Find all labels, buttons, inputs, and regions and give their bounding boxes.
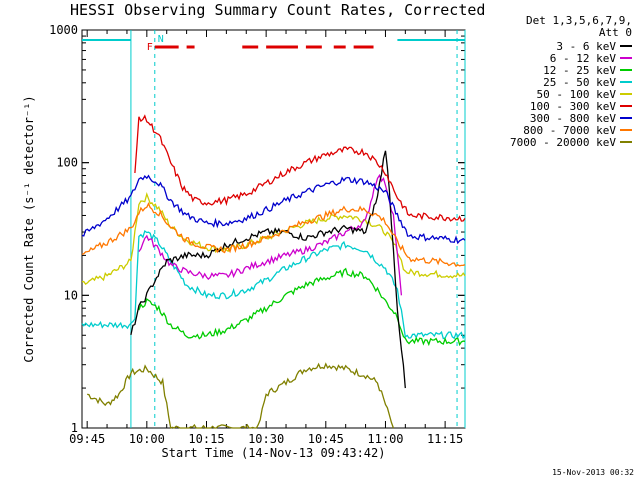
x-tick-label: 10:30	[248, 432, 284, 446]
legend-label: 800 - 7000 keV	[523, 123, 616, 137]
legend-label: 100 - 300 keV	[529, 99, 616, 113]
legend-entry: 50 - 100 keV	[536, 87, 632, 101]
legend-label: 6 - 12 keV	[549, 51, 616, 65]
x-axis-label: Start Time (14-Nov-13 09:43:42)	[162, 446, 386, 460]
legend-swatch	[620, 69, 632, 71]
series-line-25-50-kev	[81, 230, 466, 340]
series-line-100-300-kev	[134, 114, 466, 222]
legend-label: 50 - 100 keV	[536, 87, 616, 101]
legend-label: 25 - 50 keV	[543, 75, 616, 89]
series-line-7000-20000-kev	[87, 362, 395, 429]
legend-swatch	[620, 105, 632, 107]
legend-entry: 6 - 12 keV	[549, 51, 632, 65]
legend-swatch	[620, 81, 632, 83]
y-axis-label: Corrected Count Rate (s⁻¹ detector⁻¹)	[22, 95, 36, 362]
legend-label: 7000 - 20000 keV	[510, 135, 616, 149]
legend-swatch	[620, 129, 632, 131]
x-tick-label: 11:00	[367, 432, 403, 446]
legend-swatch	[620, 93, 632, 95]
legend-entry: 800 - 7000 keV	[523, 123, 632, 137]
legend-swatch	[620, 45, 632, 47]
x-tick-label: 09:45	[69, 432, 105, 446]
y-tick-label: 10	[64, 288, 78, 302]
timestamp: 15-Nov-2013 00:32	[552, 468, 634, 477]
legend-title: Att 0	[598, 26, 632, 39]
legend-swatch	[620, 117, 632, 119]
y-tick-label: 100	[56, 156, 78, 170]
legend-entry: 7000 - 20000 keV	[510, 135, 632, 149]
legend-label: 3 - 6 keV	[556, 39, 616, 53]
x-tick-label: 10:45	[308, 432, 344, 446]
legend-swatch	[620, 141, 632, 143]
night-flag-label: N	[158, 34, 164, 45]
series-line-300-800-kev	[81, 174, 466, 245]
legend-label: 12 - 25 keV	[543, 63, 616, 77]
legend-entry: 25 - 50 keV	[543, 75, 632, 89]
legend-entry: 300 - 800 keV	[529, 111, 632, 125]
series-line-12-25-kev	[138, 267, 466, 347]
legend-entry: 100 - 300 keV	[529, 99, 632, 113]
legend-swatch	[620, 57, 632, 59]
legend-entry: 3 - 6 keV	[556, 39, 632, 53]
x-tick-label: 11:15	[427, 432, 463, 446]
series-line-50-100-kev	[81, 191, 466, 285]
plot-frame	[81, 29, 466, 429]
legend-entry: 12 - 25 keV	[543, 63, 632, 77]
series-line-3-6-kev	[130, 150, 406, 389]
y-tick-label: 1000	[49, 23, 78, 37]
legend-title: Det 1,3,5,6,7,9,	[526, 14, 632, 27]
series-line-800-7000-kev	[81, 201, 466, 268]
series-line-6-12-kev	[138, 173, 403, 296]
x-tick-label: 10:15	[188, 432, 224, 446]
y-tick-label: 1	[71, 421, 78, 435]
x-tick-label: 10:00	[129, 432, 165, 446]
legend-label: 300 - 800 keV	[529, 111, 616, 125]
flare-flag-label: F	[147, 42, 153, 53]
chart-title: HESSI Observing Summary Count Rates, Cor…	[70, 1, 486, 19]
